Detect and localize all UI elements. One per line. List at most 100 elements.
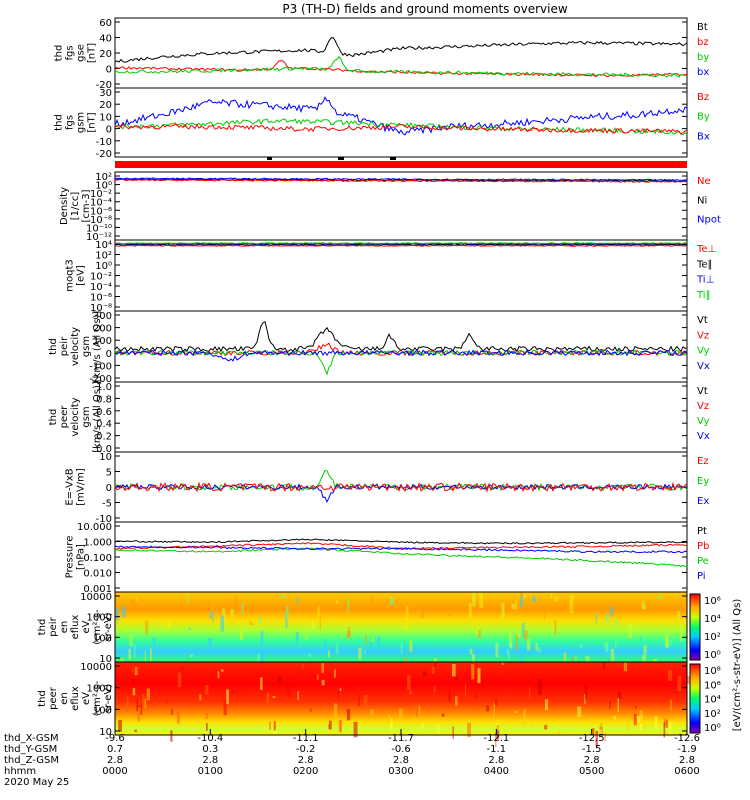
spec-streak [308, 653, 312, 658]
spec-streak [167, 620, 171, 629]
spec-streak [241, 601, 244, 615]
spec-streak [523, 594, 526, 598]
spec-streak [365, 634, 367, 645]
spec-streak [544, 699, 549, 711]
spec-streak [137, 705, 140, 708]
spec-streak [469, 648, 473, 655]
x-tick-label: 2.8 [202, 755, 218, 766]
spec-streak [464, 671, 468, 680]
te-perp-trace [114, 244, 688, 247]
spec-streak [388, 714, 391, 724]
x-tick-label: 2.8 [584, 755, 600, 766]
spec-streak [506, 649, 510, 655]
spec-streak [419, 644, 422, 658]
spec-streak [557, 731, 561, 735]
spec-streak [324, 638, 327, 654]
spec-streak [404, 617, 409, 630]
colorbar-tick-label: 10⁶ [704, 680, 721, 691]
x-tick-label: 0000 [102, 766, 127, 777]
spec-streak [516, 633, 521, 638]
spec-streak [596, 706, 600, 713]
spec-streak [390, 595, 392, 599]
spec-streak [358, 647, 362, 660]
spec-streak [610, 648, 615, 662]
spec-streak [296, 597, 299, 605]
y-axis-label: (cm²-s- [92, 680, 103, 716]
legend-entry: Vz [697, 330, 709, 341]
y-tick-label: 10 [99, 727, 112, 738]
spec-streak [205, 685, 209, 695]
spec-streak [609, 701, 611, 709]
spec-streak [132, 631, 135, 636]
legend-entry: Vx [697, 361, 710, 372]
spec-streak [145, 620, 149, 634]
legend-entry: bx [697, 67, 709, 78]
y-tick-label: 1.000 [83, 538, 112, 549]
bz-gsm-trace [114, 123, 688, 135]
spec-streak [447, 613, 452, 616]
spec-streak [376, 636, 381, 648]
spec-streak [508, 653, 510, 660]
y-axis-label: thd [54, 45, 65, 62]
legend-entry: Ez [697, 456, 709, 467]
y-tick-label: -10 [96, 137, 112, 148]
x-tick-label: 0200 [293, 766, 318, 777]
spec-streak [260, 677, 263, 690]
spec-streak [495, 698, 498, 706]
legend-entry: Pe [697, 556, 709, 567]
colorbar-tick-label: 10⁴ [704, 614, 721, 625]
x-tick-label: 2.8 [679, 755, 695, 766]
spec-streak [309, 708, 312, 712]
spec-streak [595, 613, 597, 625]
y-tick-label: 10⁻¹² [86, 232, 112, 243]
legend-entry: Ne [697, 176, 711, 187]
y-axis-label: thd [48, 409, 59, 426]
spec-streak [641, 601, 643, 609]
y-axis-label: [nT] [87, 112, 98, 132]
y-tick-label: -100 [89, 361, 112, 372]
y-tick-label: 0.010 [83, 569, 112, 580]
spec-streak [208, 638, 212, 652]
spec-streak [134, 729, 137, 732]
x-tick-label: 0400 [484, 766, 509, 777]
y-tick-label: 5 [106, 468, 112, 479]
spec-streak [606, 707, 611, 711]
x-tick-label: -11.1 [293, 733, 319, 744]
y-axis-label: gsm [81, 406, 92, 427]
spec-streak [239, 631, 243, 640]
spec-streak [510, 641, 513, 649]
legend-entry: Npot [697, 215, 721, 226]
spec-streak [585, 685, 588, 699]
spec-streak [666, 720, 668, 728]
spec-streak [486, 705, 490, 712]
legend-entry: Vt [697, 315, 708, 326]
y-axis-label: en [59, 621, 70, 634]
y-axis-label: [nPa] [76, 544, 87, 570]
spec-streak [526, 638, 531, 651]
spec-streak [554, 620, 557, 635]
spec-streak [272, 696, 276, 699]
y-axis-label: Density [59, 187, 70, 225]
y-tick-label: 0.001 [83, 584, 112, 595]
spec-streak [476, 623, 479, 635]
colorbar-label: [eV/(cm²-s-str-eV)] (All Qs) [732, 599, 743, 732]
spec-streak [433, 685, 436, 693]
spec-streak [468, 603, 472, 618]
spec-streak [121, 606, 126, 618]
spec-streak [680, 626, 683, 642]
spec-streak [234, 595, 238, 609]
x-tick-label: -0.2 [296, 744, 316, 755]
spec-streak [256, 653, 261, 662]
spec-streak [455, 695, 458, 706]
x-tick-label: -0.6 [391, 744, 411, 755]
spec-streak [209, 611, 212, 619]
spec-streak [474, 648, 478, 661]
spec-streak [136, 597, 138, 602]
spec-streak [643, 724, 645, 734]
spec-streak [176, 711, 180, 724]
spec-streak [409, 640, 413, 652]
spec-streak [615, 619, 619, 627]
plot-title: P3 (TH-D) fields and ground moments over… [282, 2, 567, 16]
spec-streak [390, 718, 393, 731]
spec-streak [452, 726, 455, 739]
